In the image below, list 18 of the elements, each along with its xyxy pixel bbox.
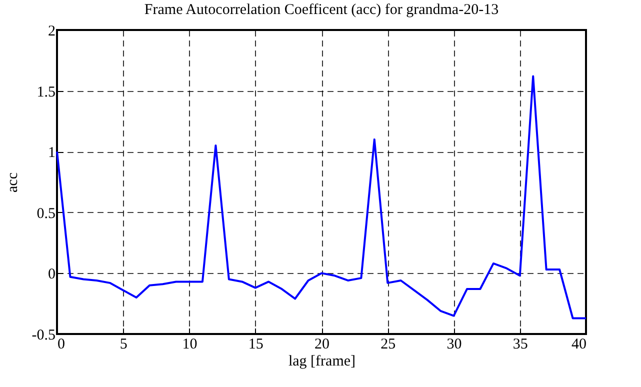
x-tick-label: 40 bbox=[572, 336, 586, 352]
y-tick-label: 1 bbox=[48, 145, 56, 162]
chart-title: Frame Autocorrelation Coefficent (acc) for grandma-20-13 bbox=[144, 2, 499, 18]
x-axis-title: lag [frame] bbox=[288, 354, 356, 370]
y-tick-label: 0.5 bbox=[36, 206, 56, 222]
x-tick-label: 30 bbox=[446, 336, 462, 352]
x-tick-label: 15 bbox=[248, 336, 264, 352]
x-tick-label: 20 bbox=[314, 336, 330, 352]
y-tick-label: 0 bbox=[48, 266, 56, 283]
y-tick-label: 2 bbox=[48, 24, 56, 40]
x-tick-label: 35 bbox=[512, 336, 528, 352]
y-tick-label: -0.5 bbox=[32, 328, 56, 344]
x-tick-label: 25 bbox=[380, 336, 396, 352]
x-tick-label: 10 bbox=[182, 336, 198, 352]
y-axis-title: acc bbox=[4, 172, 21, 192]
x-tick-label: 5 bbox=[120, 336, 128, 352]
y-tick-label: 1.5 bbox=[36, 84, 56, 100]
line-series bbox=[56, 75, 587, 320]
